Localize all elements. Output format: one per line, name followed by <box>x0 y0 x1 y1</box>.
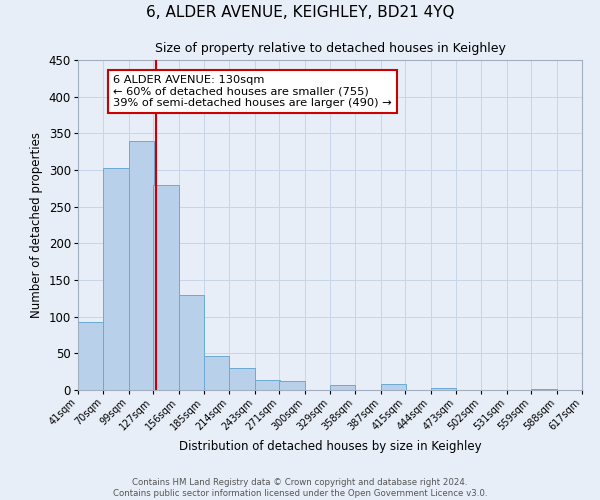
Bar <box>103 168 129 390</box>
Bar <box>229 368 255 390</box>
Bar <box>531 388 557 390</box>
Text: 6, ALDER AVENUE, KEIGHLEY, BD21 4YQ: 6, ALDER AVENUE, KEIGHLEY, BD21 4YQ <box>146 5 454 20</box>
Bar <box>279 381 305 390</box>
Bar <box>204 356 229 390</box>
X-axis label: Distribution of detached houses by size in Keighley: Distribution of detached houses by size … <box>179 440 481 453</box>
Bar <box>129 140 154 390</box>
Bar <box>179 294 204 390</box>
Bar <box>78 322 103 390</box>
Bar <box>153 184 179 390</box>
Y-axis label: Number of detached properties: Number of detached properties <box>30 132 43 318</box>
Bar <box>381 384 406 390</box>
Bar <box>255 380 280 390</box>
Text: 6 ALDER AVENUE: 130sqm
← 60% of detached houses are smaller (755)
39% of semi-de: 6 ALDER AVENUE: 130sqm ← 60% of detached… <box>113 75 392 108</box>
Title: Size of property relative to detached houses in Keighley: Size of property relative to detached ho… <box>155 42 505 54</box>
Bar <box>431 388 456 390</box>
Text: Contains HM Land Registry data © Crown copyright and database right 2024.
Contai: Contains HM Land Registry data © Crown c… <box>113 478 487 498</box>
Bar <box>330 385 355 390</box>
